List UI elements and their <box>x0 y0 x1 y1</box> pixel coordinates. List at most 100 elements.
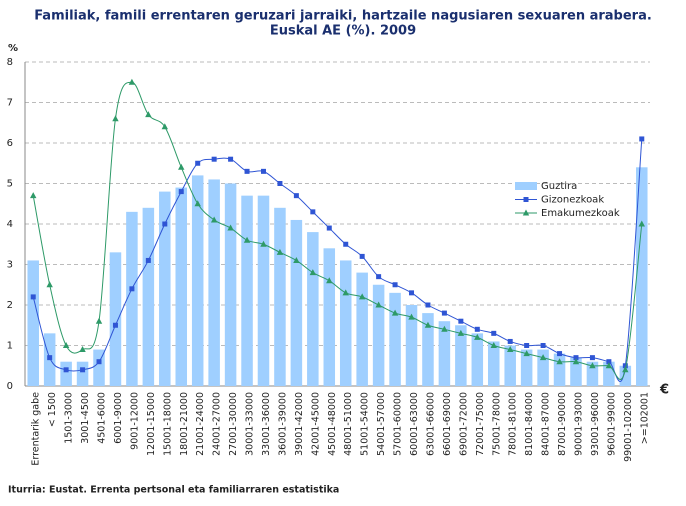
bar <box>455 325 467 386</box>
bar <box>274 207 286 386</box>
marker <box>112 115 119 122</box>
marker <box>62 342 70 348</box>
x-tick-label: >=102001 <box>639 392 650 444</box>
bar <box>159 191 171 386</box>
marker <box>277 181 283 186</box>
marker <box>606 359 612 365</box>
marker <box>162 221 168 227</box>
x-tick-label: 33001-36000 <box>261 392 272 456</box>
x-tick-label: 27001-30000 <box>228 392 239 456</box>
x-tick-label: < 1500 <box>47 392 58 427</box>
marker <box>80 367 86 373</box>
x-tick-label: Errentarik gabe <box>31 392 42 466</box>
marker <box>260 240 267 247</box>
marker <box>556 358 563 365</box>
marker <box>441 310 447 316</box>
marker <box>79 346 86 353</box>
marker <box>424 321 432 328</box>
x-tick-label: 42001-45000 <box>310 392 321 456</box>
bar <box>224 183 237 386</box>
marker <box>557 351 563 357</box>
marker <box>342 289 349 296</box>
bar <box>323 248 336 386</box>
marker <box>112 322 118 328</box>
bar <box>405 305 418 386</box>
bar <box>93 349 105 386</box>
x-tick-label: 54001-57000 <box>376 392 387 456</box>
x-tick-label: 9001-12000 <box>129 392 140 450</box>
bar <box>339 260 352 386</box>
marker <box>128 78 136 85</box>
marker <box>639 136 645 142</box>
marker <box>425 302 431 308</box>
bar <box>208 179 220 386</box>
y-tick-label: 4 <box>7 219 13 230</box>
marker <box>195 160 201 166</box>
marker <box>260 168 266 174</box>
bar <box>27 260 39 386</box>
marker <box>573 355 579 361</box>
x-tick-label: 3001-4500 <box>80 392 91 444</box>
marker <box>211 156 217 162</box>
marker <box>276 248 284 255</box>
bar <box>307 232 319 386</box>
marker <box>46 281 53 288</box>
x-tick-label: 30001-33000 <box>245 392 256 456</box>
marker <box>491 330 497 336</box>
marker <box>589 362 596 369</box>
x-tick-label: 78001-81000 <box>508 392 519 456</box>
marker <box>30 294 36 300</box>
marker <box>409 290 415 296</box>
y-tick-label: 5 <box>7 179 13 190</box>
x-axis-label: € <box>659 383 669 398</box>
marker <box>161 123 169 130</box>
marker <box>605 362 613 369</box>
x-tick-label: 84001-87000 <box>541 392 552 456</box>
x-tick-label: 45001-48000 <box>327 392 338 456</box>
marker <box>474 326 480 332</box>
bar <box>553 353 566 386</box>
x-tick-label: 66001-69000 <box>442 392 453 456</box>
marker <box>474 333 481 340</box>
marker <box>408 313 415 320</box>
marker <box>524 343 530 348</box>
legend-label: Emakumezkoak <box>541 208 620 219</box>
marker <box>523 350 530 357</box>
x-tick-label: 69001-72000 <box>458 392 469 456</box>
marker <box>293 256 300 263</box>
marker <box>638 220 645 227</box>
x-tick-label: 57001-60000 <box>393 392 404 456</box>
x-tick-label: 63001-66000 <box>425 392 436 456</box>
x-tick-label: 39001-42000 <box>294 392 305 456</box>
bar <box>175 187 188 386</box>
bar <box>241 195 253 386</box>
marker <box>376 274 382 280</box>
marker <box>358 293 366 300</box>
x-tick-label: 93001-96000 <box>590 392 601 456</box>
marker <box>457 329 465 336</box>
marker <box>95 317 103 324</box>
marker <box>244 168 250 174</box>
x-tick-label: 90001-93000 <box>573 392 584 456</box>
bar <box>290 219 303 386</box>
y-tick-label: 7 <box>7 98 13 109</box>
x-tick-label: 99001-102000 <box>623 392 634 462</box>
marker <box>326 225 332 231</box>
bar <box>520 349 533 386</box>
y-tick-label: 0 <box>7 381 13 392</box>
y-tick-label: 1 <box>7 341 13 352</box>
marker <box>47 355 53 361</box>
bar <box>142 207 155 386</box>
marker <box>392 282 398 288</box>
chart-subtitle: Euskal AE (%). 2009 <box>270 24 416 39</box>
marker <box>359 253 365 259</box>
x-tick-label: 36001-39000 <box>277 392 288 456</box>
marker <box>96 359 102 365</box>
marker <box>178 189 184 195</box>
marker <box>490 342 497 348</box>
x-tick-label: 12001-15000 <box>146 392 157 456</box>
marker <box>540 343 546 348</box>
marker <box>228 156 234 162</box>
x-tick-label: 15001-18000 <box>162 392 173 456</box>
